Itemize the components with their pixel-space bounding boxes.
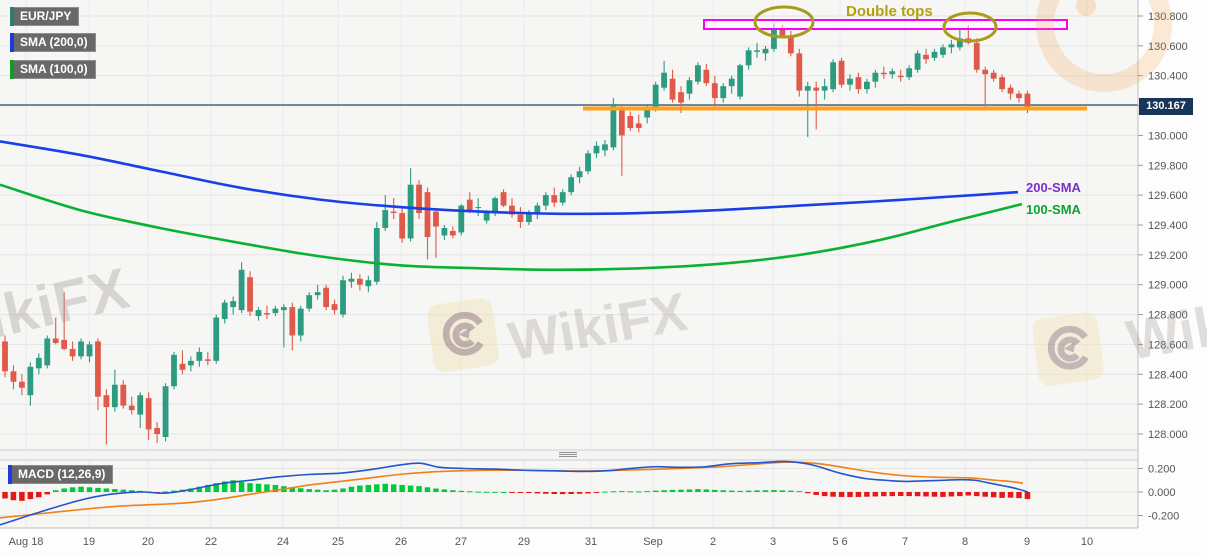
svg-text:7: 7: [902, 536, 908, 548]
macd-legend-label: MACD (12,26,9): [18, 467, 106, 481]
svg-text:10: 10: [1081, 536, 1093, 548]
macd-accent-bar: [8, 465, 12, 484]
svg-text:129.200: 129.200: [1148, 250, 1188, 262]
svg-text:3: 3: [770, 536, 776, 548]
svg-text:129.800: 129.800: [1148, 160, 1188, 172]
svg-text:31: 31: [585, 536, 597, 548]
sma100-legend-label: SMA (100,0): [20, 62, 88, 76]
svg-text:27: 27: [455, 536, 467, 548]
svg-text:130.800: 130.800: [1148, 11, 1188, 23]
svg-text:8: 8: [962, 536, 968, 548]
svg-text:Aug 18: Aug 18: [9, 536, 44, 548]
svg-text:129.000: 129.000: [1148, 280, 1188, 292]
symbol-label: EUR/JPY: [20, 9, 72, 23]
symbol-badge[interactable]: EUR/JPY: [10, 7, 80, 26]
price-axis: 130.800130.600130.400130.200130.000129.8…: [1138, 11, 1188, 523]
svg-text:130.000: 130.000: [1148, 130, 1188, 142]
svg-text:5 6: 5 6: [832, 536, 847, 548]
svg-text:128.800: 128.800: [1148, 310, 1188, 322]
svg-text:129.400: 129.400: [1148, 220, 1188, 232]
drawn-annotations: [583, 5, 1087, 111]
sma100-line-label: 100-SMA: [1026, 202, 1081, 217]
symbol-accent-bar: [10, 7, 14, 26]
sma200-accent-bar: [10, 33, 14, 52]
svg-text:130.400: 130.400: [1148, 71, 1188, 83]
svg-text:0.000: 0.000: [1148, 487, 1176, 499]
current-price-badge: 130.167: [1139, 98, 1193, 115]
chart-background: [0, 450, 1138, 460]
candles-layer: [2, 23, 1031, 445]
sma200-legend-label: SMA (200,0): [20, 35, 88, 49]
sma200-legend-badge[interactable]: SMA (200,0): [10, 33, 96, 52]
sma200-line-label: 200-SMA: [1026, 180, 1081, 195]
macd-panel: [0, 460, 1031, 526]
svg-text:128.400: 128.400: [1148, 369, 1188, 381]
svg-text:20: 20: [142, 536, 154, 548]
svg-text:-0.200: -0.200: [1148, 511, 1179, 523]
svg-text:24: 24: [277, 536, 289, 548]
double-tops-annotation: Double tops: [846, 3, 933, 20]
panel-borders: [0, 0, 1139, 529]
svg-text:128.600: 128.600: [1148, 339, 1188, 351]
svg-text:Sep: Sep: [643, 536, 663, 548]
svg-text:2: 2: [710, 536, 716, 548]
svg-text:19: 19: [83, 536, 95, 548]
svg-text:130.600: 130.600: [1148, 41, 1188, 53]
svg-text:25: 25: [332, 536, 344, 548]
macd-legend-badge[interactable]: MACD (12,26,9): [8, 465, 114, 484]
sma100-accent-bar: [10, 60, 14, 79]
svg-text:29: 29: [518, 536, 530, 548]
svg-text:22: 22: [205, 536, 217, 548]
panel-resize-handle[interactable]: [556, 451, 580, 459]
sma100-legend-badge[interactable]: SMA (100,0): [10, 60, 96, 79]
svg-text:0.200: 0.200: [1148, 464, 1176, 476]
svg-text:128.000: 128.000: [1148, 429, 1188, 441]
svg-text:9: 9: [1024, 536, 1030, 548]
svg-text:26: 26: [395, 536, 407, 548]
svg-text:129.600: 129.600: [1148, 190, 1188, 202]
time-axis: Aug 18 19 20 22 24 25 26 27 29 31 Sep 2 3 5 6 7 8 9 10: [9, 536, 1094, 548]
svg-text:128.200: 128.200: [1148, 399, 1188, 411]
sma-lines: [0, 140, 1023, 272]
